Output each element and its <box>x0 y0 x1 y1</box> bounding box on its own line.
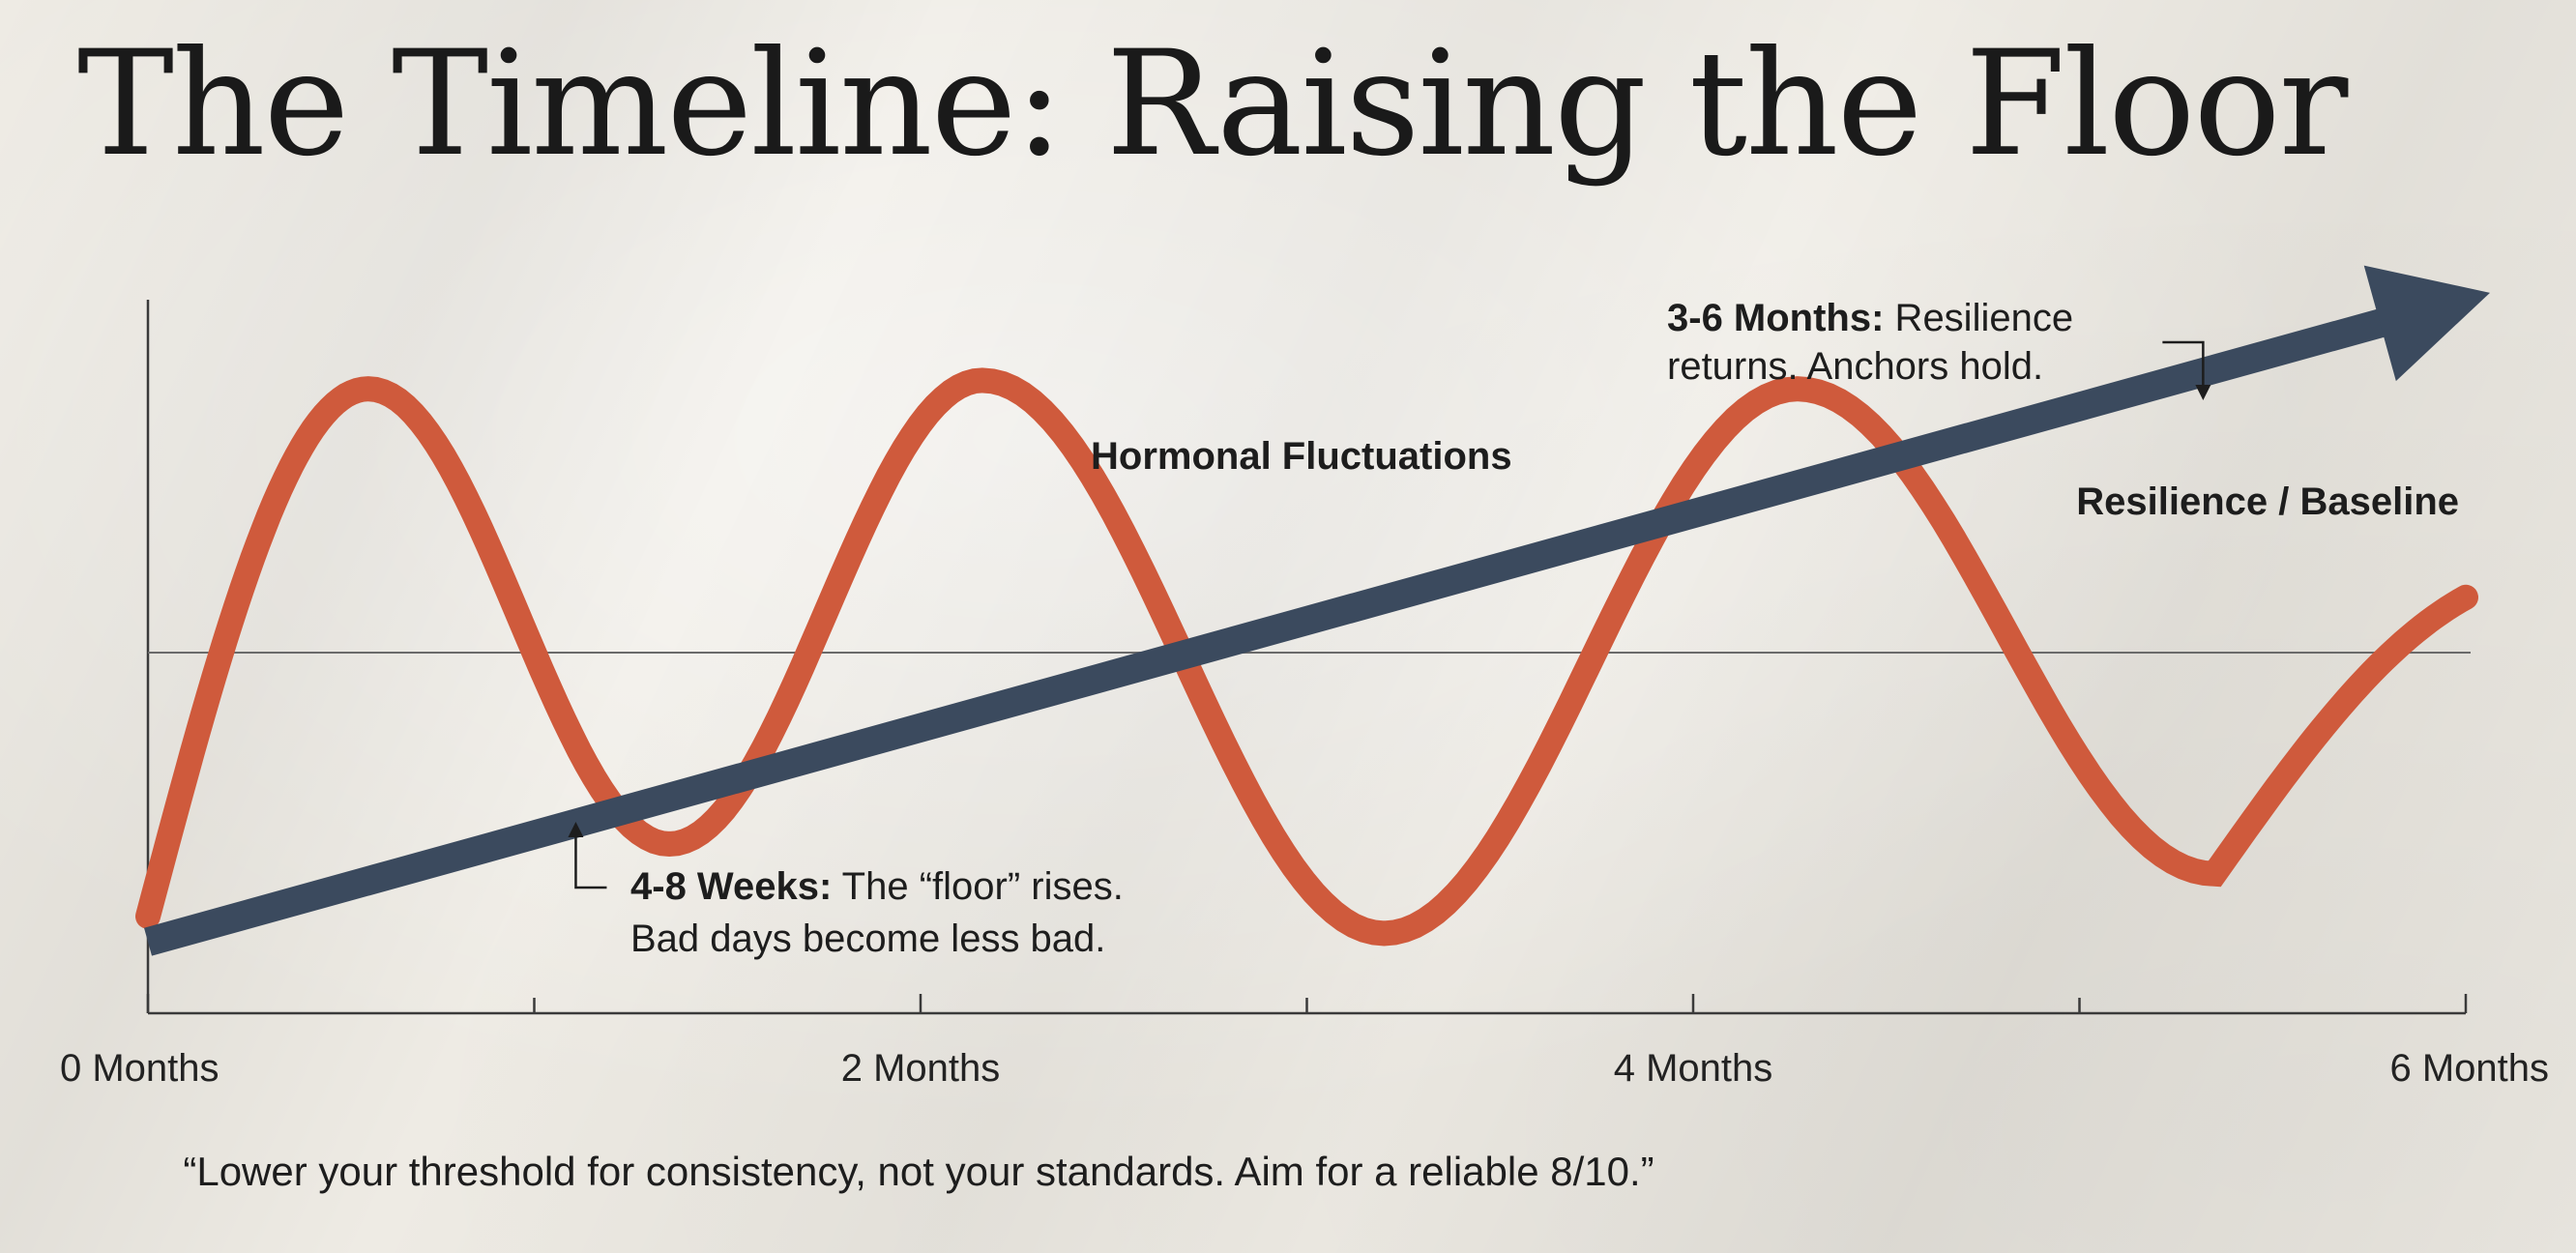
arrow-head-icon <box>2363 265 2490 382</box>
arrow-head-down-icon <box>2195 385 2211 400</box>
x-tick-label: 4 Months <box>1614 1047 1773 1090</box>
annotation-4-8-weeks-line-2: Bad days become less bad. <box>630 918 1105 960</box>
arrow-head-up-icon <box>568 822 584 837</box>
x-tick-labels: 0 Months 2 Months 4 Months 6 Months <box>60 1047 2549 1090</box>
baseline-arrow-shaft <box>143 307 2390 956</box>
annotation-4-8-weeks-line-1: 4-8 Weeks: The “floor” rises. <box>630 865 1124 908</box>
annotation-4-8-weeks: 4-8 Weeks: The “floor” rises. Bad days b… <box>568 822 1124 960</box>
annotation-3-6-months-line-2: returns. Anchors hold. <box>1667 345 2043 388</box>
up-arrow-icon <box>574 831 607 889</box>
x-ticks <box>146 994 2468 1013</box>
x-tick-label: 2 Months <box>841 1047 1001 1090</box>
page-title: The Timeline: Raising the Floor <box>77 20 2348 189</box>
annotation-3-6-months-text-1: Resilience <box>1884 297 2073 339</box>
series-label-hormonal-fluctuations: Hormonal Fluctuations <box>1091 435 1512 478</box>
annotation-3-6-months-line-1: 3-6 Months: Resilience <box>1667 297 2073 339</box>
series-resilience-baseline <box>143 265 2490 956</box>
annotation-3-6-months: 3-6 Months: Resilience returns. Anchors … <box>1667 297 2211 400</box>
annotation-4-8-weeks-text-1: The “floor” rises. <box>832 865 1124 908</box>
x-tick-label: 6 Months <box>2389 1047 2549 1090</box>
down-arrow-icon <box>2162 340 2205 389</box>
quote-text: “Lower your threshold for consistency, n… <box>183 1149 1654 1194</box>
x-tick-label: 0 Months <box>60 1047 220 1090</box>
series-label-resilience-baseline: Resilience / Baseline <box>2076 481 2459 523</box>
annotation-4-8-weeks-bold: 4-8 Weeks: <box>630 865 832 908</box>
annotation-3-6-months-bold: 3-6 Months: <box>1667 297 1884 339</box>
